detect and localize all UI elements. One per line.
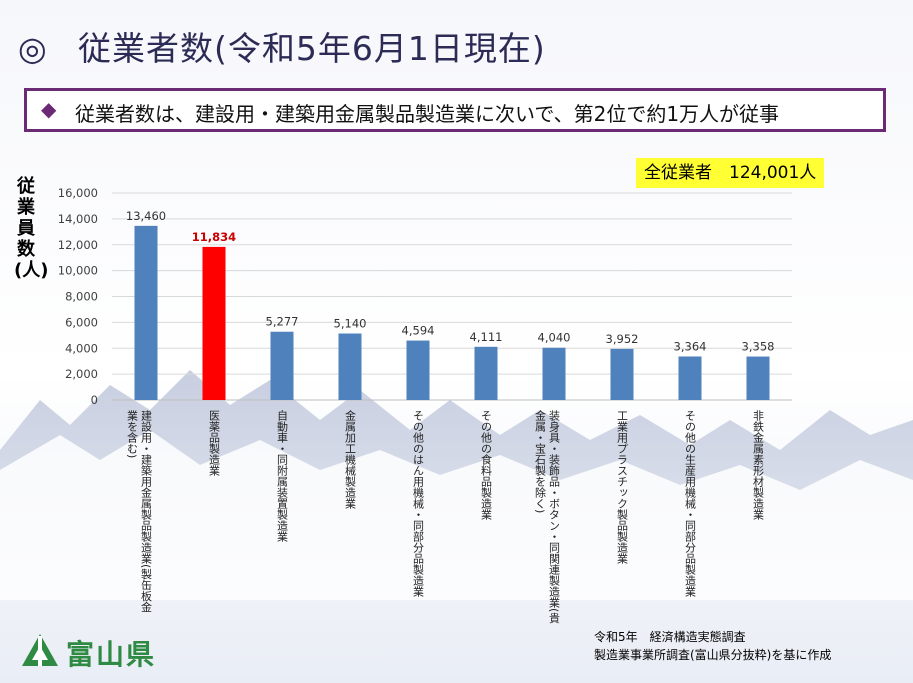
y-tick-label: 16,000 (58, 186, 98, 200)
data-label: 11,834 (192, 230, 236, 244)
bar (270, 331, 294, 400)
mountain-background (0, 370, 913, 600)
data-label: 4,040 (538, 331, 571, 345)
category-label: 金属加工機械製造業 (344, 409, 357, 509)
toyama-logo (18, 630, 62, 670)
headline-text: 従業者数は、建設用・建築用金属製品製造業に次いで、第2位で約1万人が従事 (75, 102, 780, 126)
toyama-prefecture-logo-icon (22, 634, 58, 666)
data-label: 13,460 (126, 209, 166, 223)
bar (406, 340, 430, 400)
bar (610, 348, 634, 400)
category-label: 非鉄金属素形材製造業 (752, 410, 765, 520)
headline-box: ◆ 従業者数は、建設用・建築用金属製品製造業に次いで、第2位で約1万人が従事 (24, 88, 886, 132)
category-label: その他のはん用機械・同部分品製造業 (412, 410, 425, 597)
category-label: 金属・宝石製を除く) (534, 409, 547, 514)
category-label: 業を含む) (126, 410, 139, 459)
bar (474, 346, 498, 400)
y-tick-label: 12,000 (58, 238, 98, 252)
y-tick-label: 14,000 (58, 212, 98, 226)
category-label: 装身具・装飾品・ボタン・同関連製造業(貴 (548, 410, 561, 624)
diamond-icon: ◆ (41, 97, 57, 121)
y-tick-label: 6,000 (65, 315, 98, 329)
y-tick-label: 4,000 (65, 341, 98, 355)
bar (746, 356, 770, 400)
bar (542, 347, 566, 400)
category-label: 建設用・建築用金属製品製造業(製缶板金 (140, 409, 153, 613)
category-label: 医薬品製造業 (208, 410, 221, 476)
bar (202, 246, 226, 400)
data-label: 5,140 (334, 317, 367, 331)
y-tick-label: 0 (91, 393, 98, 407)
source-line-2: 製造業事業所調査(富山県分抜粋)を基に作成 (594, 648, 832, 662)
data-label: 5,277 (266, 315, 299, 329)
data-label: 3,358 (742, 340, 775, 354)
category-label: 工業用プラスチック製品製造業 (616, 410, 629, 564)
category-label: その他の食料品製造業 (480, 410, 493, 520)
source-line-1: 令和5年 経済構造実態調査 (594, 630, 746, 644)
data-label: 4,111 (470, 330, 503, 344)
title-mark: ◎ (18, 29, 48, 68)
y-tick-label: 8,000 (65, 290, 98, 304)
total-employees-badge: 全従業者 124,001人 (636, 158, 825, 188)
y-tick-label: 10,000 (58, 264, 98, 278)
data-label: 3,364 (674, 339, 707, 353)
bar (338, 333, 362, 400)
page-title: ◎ 従業者数(令和5年6月1日現在) (18, 22, 546, 70)
category-label: 自動車・同附属装置製造業 (276, 410, 289, 542)
bar (678, 356, 702, 400)
y-tick-label: 2,000 (65, 367, 98, 381)
bar (134, 225, 158, 400)
category-label: その他の生産用機械・同部分品製造業 (684, 410, 697, 597)
logo-text: 富山県 (66, 638, 157, 671)
data-label: 4,594 (402, 324, 435, 338)
source-note: 令和5年 経済構造実態調査 製造業事業所調査(富山県分抜粋)を基に作成 (594, 628, 831, 664)
data-label: 3,952 (606, 332, 639, 346)
title-text: 従業者数(令和5年6月1日現在) (78, 29, 546, 68)
